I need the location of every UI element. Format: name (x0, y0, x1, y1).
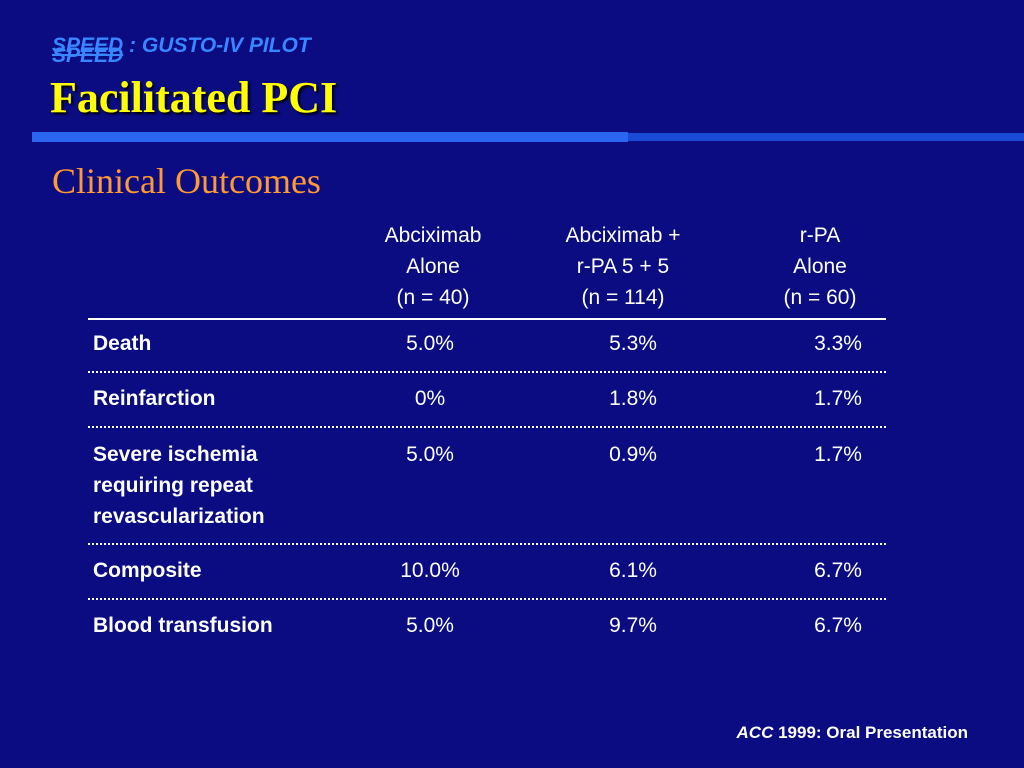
row-label: Severe ischemia requiring repeat revascu… (93, 443, 265, 528)
column-header-abciximab-rpa: Abciximab + r-PA 5 + 5 (n = 114) (565, 224, 681, 309)
cell-value: 0% (414, 387, 446, 410)
slide-kicker: SPEED : GUSTO-IV PILOT SPEED (52, 34, 452, 74)
kicker-line-1: SPEED : GUSTO-IV PILOT (52, 34, 311, 58)
cell-value: 0.9% (609, 443, 657, 466)
cell-value: 1.7% (814, 387, 862, 410)
row-label: Reinfarction (93, 387, 216, 410)
column-header-abciximab-alone: Abciximab Alone (n = 40) (384, 224, 482, 309)
slide-subtitle: Clinical Outcomes (52, 161, 321, 201)
kicker-gusto-text: : GUSTO-IV PILOT (123, 34, 311, 57)
cell-value: 6.7% (814, 614, 862, 637)
citation-journal: ACC (736, 723, 774, 742)
row-label: Composite (93, 559, 202, 582)
cell-value: 3.3% (814, 332, 862, 355)
table-header-rule (88, 318, 886, 320)
cell-value: 1.8% (609, 387, 657, 410)
title-rule-thin (628, 133, 1024, 141)
cell-value: 6.7% (814, 559, 862, 582)
row-label: Blood transfusion (93, 614, 273, 637)
row-label: Death (93, 332, 152, 355)
row-divider (88, 426, 886, 428)
row-divider (88, 371, 886, 373)
cell-value: 5.0% (406, 443, 454, 466)
cell-value: 5.0% (406, 332, 454, 355)
row-divider (88, 598, 886, 600)
column-header-rpa-alone: r-PA Alone (n = 60) (783, 224, 857, 309)
cell-value: 10.0% (400, 559, 460, 582)
cell-value: 9.7% (609, 614, 657, 637)
slide-title: Facilitated PCI (50, 73, 338, 122)
cell-value: 6.1% (609, 559, 657, 582)
citation-detail: 1999: Oral Presentation (773, 723, 968, 742)
kicker-speed-underlined: SPEED (52, 34, 124, 57)
cell-value: 1.7% (814, 443, 862, 466)
row-divider (88, 543, 886, 545)
source-citation: ACC 1999: Oral Presentation (737, 723, 968, 743)
kicker-line-2: SPEED (52, 44, 124, 67)
title-rule-thick (32, 132, 628, 142)
cell-value: 5.3% (609, 332, 657, 355)
cell-value: 5.0% (406, 614, 454, 637)
